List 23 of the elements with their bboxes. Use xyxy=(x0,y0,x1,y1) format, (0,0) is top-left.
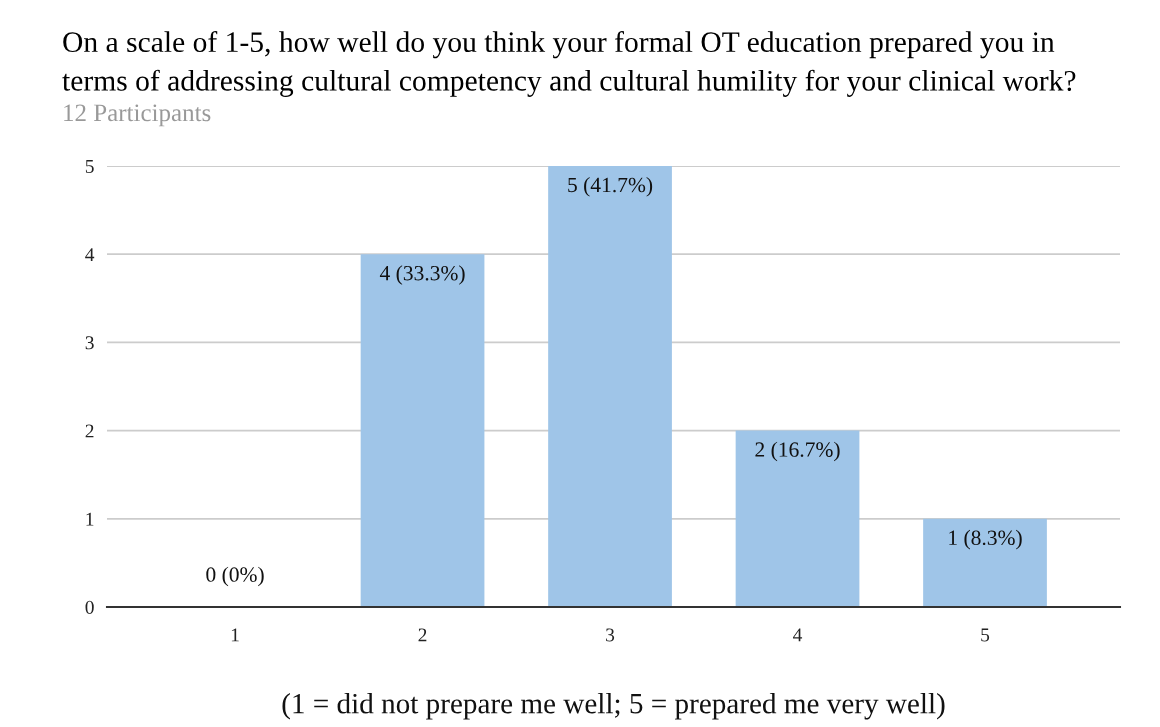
x-tick-label: 2 xyxy=(418,628,427,642)
bar xyxy=(360,254,485,607)
data-label: 1 (8.3%) xyxy=(949,529,1022,550)
chart-subtitle: 12 Participants xyxy=(64,104,211,127)
y-tick-label: 4 xyxy=(85,248,95,261)
y-tick-label: 5 xyxy=(85,160,94,173)
x-tick-label: 1 xyxy=(231,628,239,642)
x-tick-label: 5 xyxy=(981,628,990,642)
data-label: 2 (16.7%) xyxy=(755,441,840,462)
data-label: 0 (0%) xyxy=(206,566,264,587)
data-label: 4 (33.3%) xyxy=(379,265,465,285)
bar xyxy=(735,430,860,607)
x-tick-label: 4 xyxy=(793,628,803,642)
y-tick-label: 3 xyxy=(85,336,94,350)
bar xyxy=(923,518,1047,607)
y-tick-label: 1 xyxy=(86,512,94,526)
x-axis-title: (1 = did not prepare me well; 5 = prepared me very well) xyxy=(282,692,945,720)
bar xyxy=(548,166,672,607)
chart-title: On a scale of 1-5, how well do you think your formal OT education prepared you in terms of addressing cultural competency and cultural humility for your clinical work? xyxy=(62,31,1076,97)
y-tick-label: 0 xyxy=(85,600,94,614)
y-tick-label: 2 xyxy=(85,424,94,438)
x-tick-label: 3 xyxy=(606,628,615,642)
data-label: 5 (41.7%) xyxy=(568,177,653,197)
